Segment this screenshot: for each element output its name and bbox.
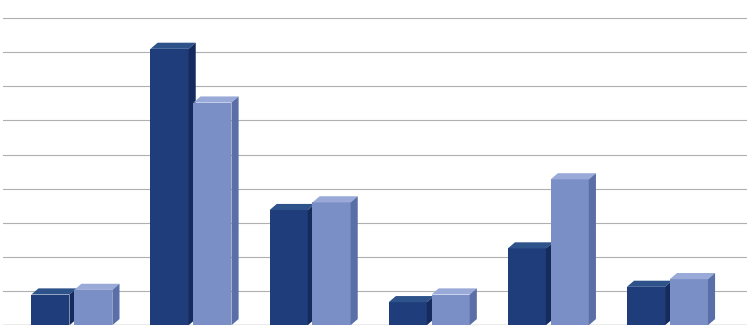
Polygon shape	[188, 43, 196, 325]
Polygon shape	[269, 210, 308, 325]
Polygon shape	[627, 287, 665, 325]
Polygon shape	[470, 288, 477, 325]
Polygon shape	[550, 173, 596, 179]
Polygon shape	[151, 43, 196, 49]
Polygon shape	[308, 204, 315, 325]
Polygon shape	[313, 196, 358, 202]
Polygon shape	[194, 103, 232, 325]
Polygon shape	[194, 96, 238, 103]
Polygon shape	[427, 296, 434, 325]
Polygon shape	[670, 273, 715, 279]
Polygon shape	[74, 284, 119, 290]
Polygon shape	[269, 204, 315, 210]
Polygon shape	[431, 288, 477, 295]
Polygon shape	[550, 179, 589, 325]
Polygon shape	[665, 281, 672, 325]
Polygon shape	[508, 248, 546, 325]
Polygon shape	[112, 284, 119, 325]
Polygon shape	[70, 288, 76, 325]
Polygon shape	[708, 273, 715, 325]
Polygon shape	[589, 173, 596, 325]
Polygon shape	[32, 295, 70, 325]
Polygon shape	[388, 296, 434, 302]
Polygon shape	[431, 295, 470, 325]
Polygon shape	[232, 96, 238, 325]
Polygon shape	[32, 288, 76, 295]
Polygon shape	[627, 281, 672, 287]
Polygon shape	[151, 49, 188, 325]
Polygon shape	[350, 196, 358, 325]
Polygon shape	[670, 279, 708, 325]
Polygon shape	[313, 202, 350, 325]
Polygon shape	[546, 242, 553, 325]
Polygon shape	[388, 302, 427, 325]
Polygon shape	[508, 242, 553, 248]
Polygon shape	[74, 290, 112, 325]
